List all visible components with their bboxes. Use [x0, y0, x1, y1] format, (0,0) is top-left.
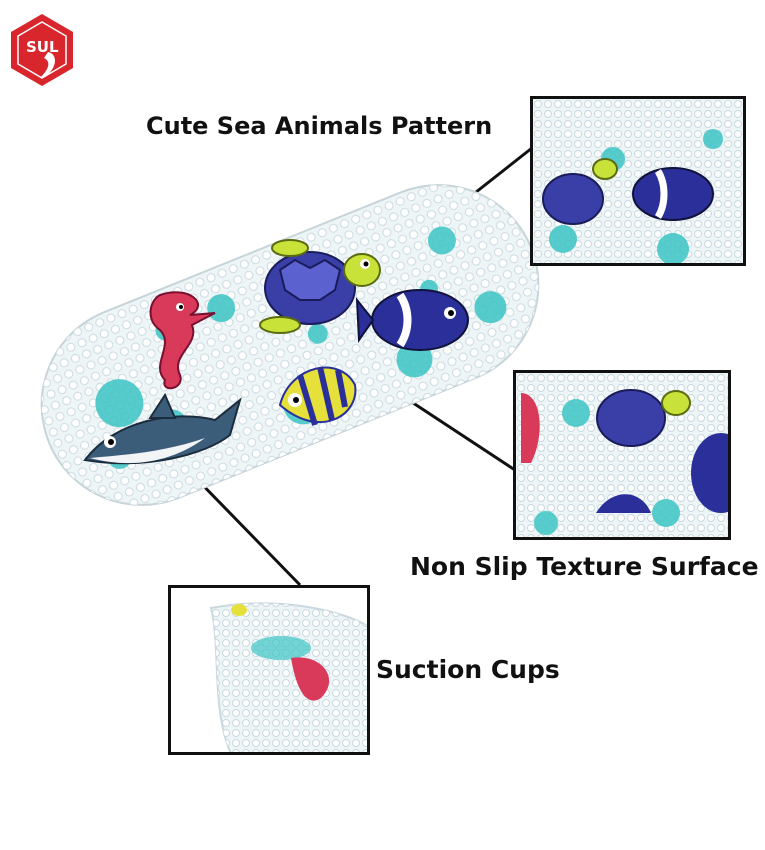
zoom-suction-image [171, 588, 367, 752]
zoom-texture-image [516, 373, 728, 537]
logo-hexagon-icon [11, 14, 73, 86]
brand-logo: SUL [8, 12, 76, 88]
yellow-striped-fish-icon [278, 366, 357, 426]
bath-mat-image [20, 175, 560, 515]
turtle-icon [259, 239, 381, 334]
logo-text: SUL [26, 38, 59, 56]
zoom-box-suction [168, 585, 370, 755]
seahorse-icon [149, 291, 216, 390]
label-texture: Non Slip Texture Surface [410, 552, 759, 581]
zoom-box-pattern [530, 96, 746, 266]
zoom-pattern-image [533, 99, 743, 263]
label-suction: Suction Cups [376, 655, 560, 684]
label-pattern: Cute Sea Animals Pattern [146, 112, 493, 140]
zoom-box-texture [513, 370, 731, 540]
shark-icon [83, 392, 242, 465]
blue-fish-icon [355, 289, 469, 351]
